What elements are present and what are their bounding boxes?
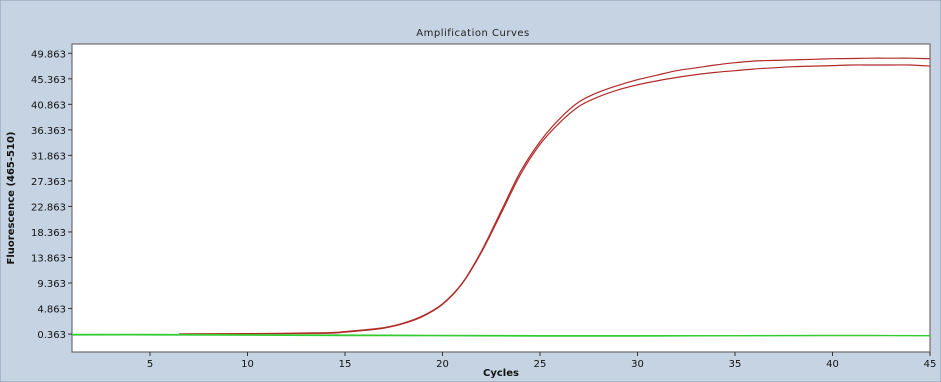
y-tick-label: 4.863	[37, 305, 66, 316]
y-tick-label: 36.363	[31, 126, 66, 137]
x-tick-label: 35	[729, 359, 742, 370]
x-tick-label: 45	[924, 359, 937, 370]
x-tick-label: 5	[147, 359, 153, 370]
y-tick-label: 49.863	[31, 49, 66, 60]
series-line-2	[179, 64, 931, 335]
x-tick-label: 15	[339, 359, 352, 370]
y-tick-label: 27.363	[31, 177, 66, 188]
y-tick-label: 9.363	[37, 279, 66, 290]
x-tick-label: 25	[534, 359, 547, 370]
y-tick-label: 18.363	[31, 228, 66, 239]
y-tick-label: 22.863	[31, 202, 66, 213]
x-tick-label: 30	[631, 359, 644, 370]
series-line-4	[71, 334, 931, 337]
y-tick-label: 45.363	[31, 75, 66, 86]
chart-title: Amplification Curves	[416, 28, 529, 39]
y-tick-label: 0.363	[37, 330, 66, 341]
y-axis: 0.363 4.863 9.363 13.863 18.363 22.863 27.363 3…	[31, 49, 72, 341]
x-tick-label: 40	[826, 359, 839, 370]
y-axis-title: Fluorescence (465-510)	[6, 132, 17, 265]
x-axis: 5 10 15 20 25 30 35 40 45	[147, 352, 937, 370]
y-tick-label: 13.863	[31, 253, 66, 264]
x-tick-label: 10	[241, 359, 254, 370]
series-layer	[71, 57, 931, 337]
plot-area	[71, 43, 931, 353]
x-tick-label: 20	[436, 359, 449, 370]
y-tick-label: 31.863	[31, 151, 66, 162]
y-tick-label: 40.863	[31, 100, 66, 111]
x-axis-title: Cycles	[483, 368, 519, 379]
